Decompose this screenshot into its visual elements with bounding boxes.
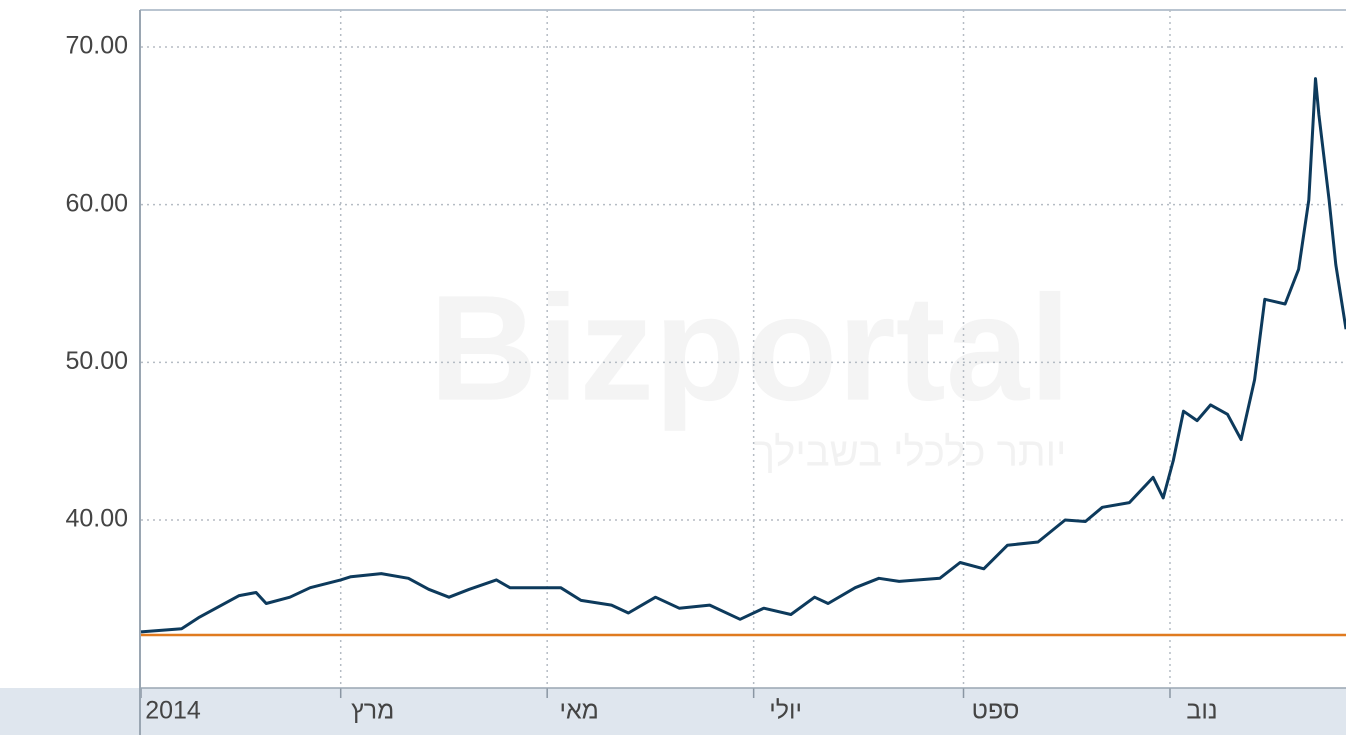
y-tick-label: 50.00 [65, 347, 128, 375]
watermark-tagline: יותר כלכלי בשבילך [754, 431, 1067, 475]
x-tick-label: יולי [769, 697, 802, 725]
x-tick-label: ספט [972, 697, 1020, 725]
x-tick-label: מאי [559, 697, 598, 725]
x-tick-label: מרץ [351, 697, 394, 725]
x-axis-band [0, 688, 1346, 735]
x-tick-label: 2014 [145, 697, 201, 725]
y-tick-label: 40.00 [65, 505, 128, 533]
x-tick-label: נוב [1186, 697, 1217, 725]
y-tick-label: 70.00 [65, 32, 128, 60]
watermark: Bizportal [429, 264, 1071, 432]
y-tick-label: 60.00 [65, 189, 128, 217]
price-line [140, 77, 1346, 634]
